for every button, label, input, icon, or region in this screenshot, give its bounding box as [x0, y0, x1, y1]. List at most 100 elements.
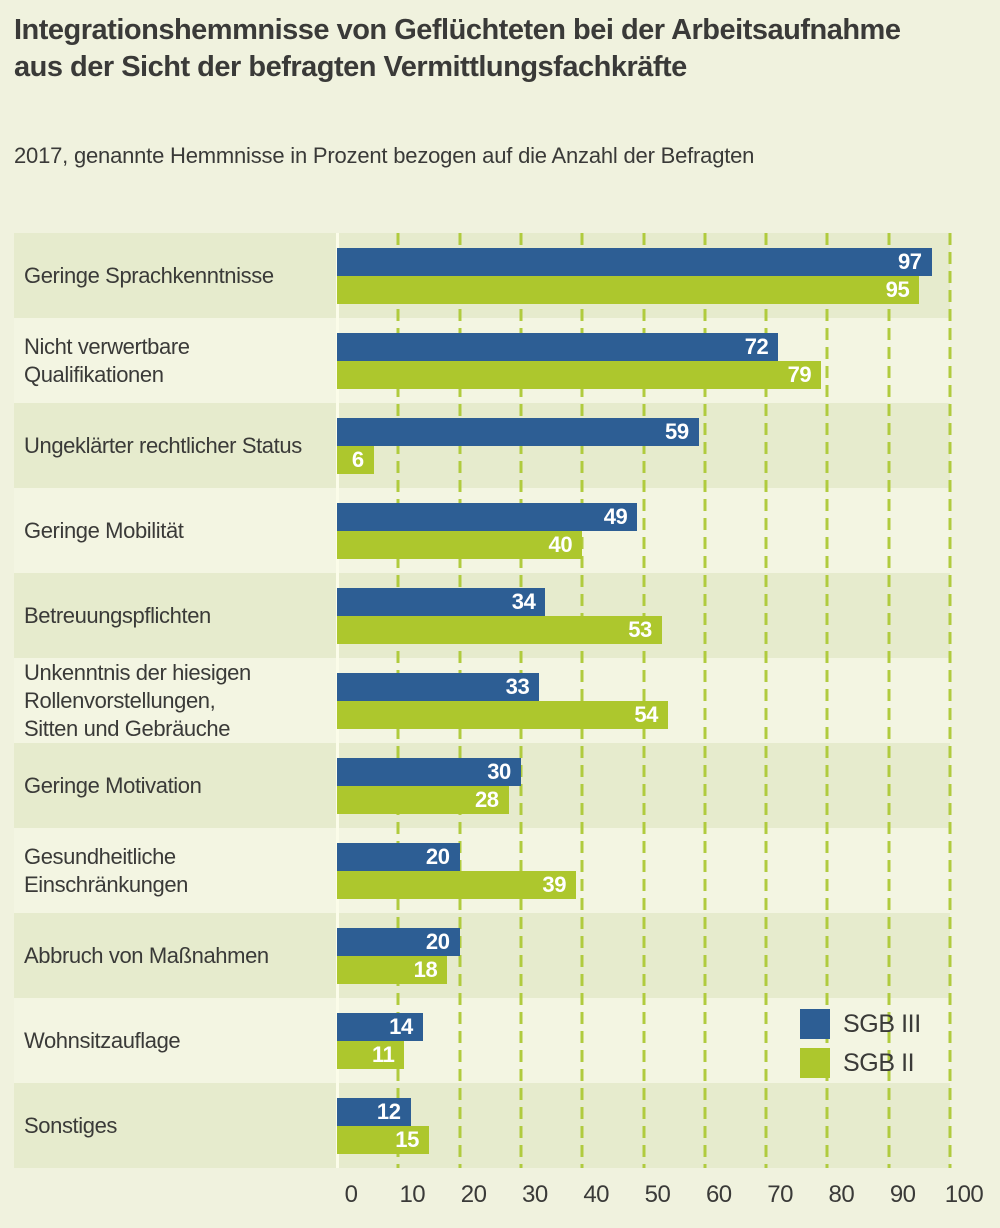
- x-tick-label-30: 30: [522, 1181, 548, 1208]
- bar-value-label: 15: [395, 1126, 419, 1152]
- row-plot-area: 14 11: [337, 998, 950, 1083]
- bar-sgb-ii: 54: [337, 700, 669, 729]
- bar-value-label: 6: [351, 446, 364, 472]
- page-root: { "header": { "title_lines": [ "Integrat…: [0, 12, 1000, 1228]
- x-axis: 0 10 20 30 40 50 60 70 80 90 100: [345, 1168, 984, 1218]
- bar-sgb-iii: 30: [337, 757, 521, 786]
- category-label: Geringe Mobilität: [24, 517, 184, 543]
- bar-chart: Geringe Sprachkenntnisse 97 95 Nicht verwer…: [14, 233, 984, 1218]
- bar-sgb-ii: 95: [337, 275, 920, 304]
- row-plot-area: 20 18: [337, 913, 950, 998]
- chart-row-9: Abbruch von Maßnahmen 20 18: [14, 913, 950, 998]
- legend-item-sgb3: SGB III: [800, 1009, 921, 1039]
- chart-rows: Geringe Sprachkenntnisse 97 95 Nicht verwer…: [14, 233, 952, 1168]
- category-label: Geringe Motivation: [24, 772, 202, 798]
- bar-sgb-iii: 14: [337, 1012, 423, 1041]
- bar-value-label: 11: [371, 1041, 395, 1067]
- row-plot-area: 30 28: [337, 743, 950, 828]
- bar-sgb-iii: 20: [337, 927, 460, 956]
- bar-sgb-iii: 97: [337, 247, 932, 276]
- bar-sgb-iii: 72: [337, 332, 779, 361]
- category-label: Unkenntnis der hiesigen Rollenvorstellung…: [24, 659, 251, 741]
- bar-sgb-iii: 33: [337, 672, 540, 701]
- category-label: Wohnsitzauflage: [24, 1027, 181, 1053]
- chart-row-4: Geringe Mobilität 49 40: [14, 488, 950, 573]
- bar-sgb-iii: 59: [337, 417, 699, 446]
- category-label: Geringe Sprachkenntnisse: [24, 262, 274, 288]
- bar-value-label: 14: [389, 1013, 413, 1039]
- category-label: Nicht verwertbare Qualifikationen: [24, 333, 190, 387]
- bar-sgb-iii: 49: [337, 502, 638, 531]
- category-label: Betreuungspflichten: [24, 602, 211, 628]
- row-plot-area: 33 54: [337, 658, 950, 743]
- x-tick-label-0: 0: [344, 1181, 358, 1208]
- chart-row-2: Nicht verwertbare Qualifikationen 72 79: [14, 318, 950, 403]
- chart-row-7: Geringe Motivation 30 28: [14, 743, 950, 828]
- bar-value-label: 97: [897, 248, 922, 274]
- row-plot-area: 34 53: [337, 573, 950, 658]
- x-tick-label-60: 60: [705, 1181, 732, 1208]
- bar-value-label: 30: [487, 758, 511, 784]
- bar-value-label: 59: [664, 418, 689, 444]
- legend-swatch-sgb3: [800, 1009, 830, 1039]
- bar-value-label: 33: [505, 673, 530, 699]
- bar-value-label: 20: [425, 928, 450, 954]
- x-tick-label-80: 80: [828, 1181, 855, 1208]
- x-tick-label-90: 90: [889, 1181, 916, 1208]
- x-tick-label-50: 50: [644, 1181, 671, 1208]
- chart-row-8: Gesundheitliche Einschränkungen 20 39: [14, 828, 950, 913]
- bar-sgb-iii: 12: [337, 1097, 411, 1126]
- bar-sgb-iii: 20: [337, 842, 460, 871]
- bar-sgb-ii: 79: [337, 360, 822, 389]
- row-plot-area: 49 40: [337, 488, 950, 573]
- chart-row-6: Unkenntnis der hiesigen Rollenvorstellung…: [14, 658, 950, 743]
- bar-value-label: 79: [787, 361, 812, 387]
- bar-sgb-ii: 6: [337, 445, 374, 474]
- category-label: Abbruch von Maßnahmen: [24, 942, 269, 968]
- x-tick-label-100: 100: [944, 1181, 984, 1208]
- x-tick-label-10: 10: [399, 1181, 426, 1208]
- x-tick-label-20: 20: [460, 1181, 487, 1208]
- row-plot-area: 59 6: [337, 403, 950, 488]
- bar-sgb-ii: 11: [337, 1040, 405, 1069]
- bar-value-label: 72: [744, 333, 769, 359]
- page-title-line-1: Integrationshemmnisse von Geflüchteten b…: [14, 14, 901, 46]
- x-tick-label-70: 70: [767, 1181, 793, 1208]
- bar-sgb-ii: 28: [337, 785, 509, 814]
- category-label: Sonstiges: [24, 1112, 118, 1138]
- bar-value-label: 54: [634, 701, 659, 727]
- bar-value-label: 49: [603, 503, 628, 529]
- chart-row-1: Geringe Sprachkenntnisse 97 95: [14, 233, 950, 318]
- category-label: Gesundheitliche Einschränkungen: [24, 843, 189, 897]
- bar-value-label: 12: [376, 1098, 401, 1124]
- chart-row-5: Betreuungspflichten 34 53: [14, 573, 950, 658]
- bar-value-label: 95: [885, 276, 910, 302]
- category-label: Ungeklärter rechtlicher Status: [24, 432, 302, 458]
- legend: SGB III SGB II: [800, 1009, 921, 1087]
- bar-sgb-ii: 39: [337, 870, 577, 899]
- chart-row-10: Wohnsitzauflage 14 11: [14, 998, 950, 1083]
- bar-value-label: 40: [548, 531, 573, 557]
- bar-sgb-iii: 34: [337, 587, 546, 616]
- page-subtitle: 2017, genannte Hemmnisse in Prozent bezo…: [14, 143, 755, 168]
- row-plot-area: 97 95: [337, 233, 950, 318]
- bar-value-label: 28: [474, 786, 499, 812]
- bar-value-label: 34: [511, 588, 536, 614]
- x-tick-label-40: 40: [583, 1181, 610, 1208]
- row-plot-area: 20 39: [337, 828, 950, 913]
- legend-swatch-sgb2: [800, 1048, 830, 1078]
- chart-row-3: Ungeklärter rechtlicher Status 59 6: [14, 403, 950, 488]
- row-plot-area: 72 79: [337, 318, 950, 403]
- legend-label-sgb2: SGB II: [843, 1048, 915, 1077]
- bar-sgb-ii: 40: [337, 530, 583, 559]
- bar-sgb-ii: 53: [337, 615, 662, 644]
- row-plot-area: 12 15: [337, 1083, 950, 1168]
- bar-value-label: 53: [628, 616, 652, 642]
- bar-sgb-ii: 15: [337, 1125, 429, 1154]
- bar-value-label: 39: [542, 871, 567, 897]
- page-title: Integrationshemmnisse von Geflüchteten b…: [14, 12, 980, 86]
- bar-value-label: 18: [413, 956, 438, 982]
- legend-item-sgb2: SGB II: [800, 1048, 921, 1078]
- bar-sgb-ii: 18: [337, 955, 448, 984]
- chart-row-11: Sonstiges 12 15: [14, 1083, 950, 1168]
